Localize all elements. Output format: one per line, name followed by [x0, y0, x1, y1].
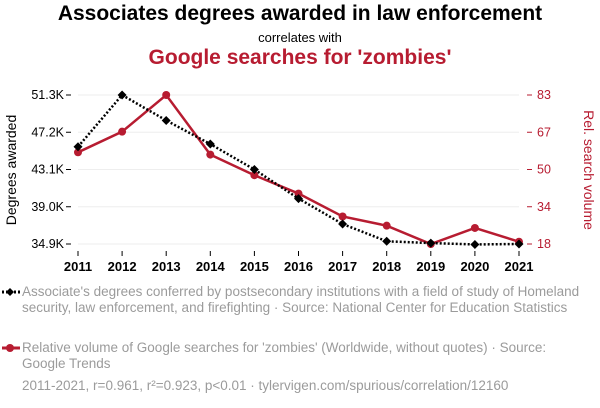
chart-footer: 2011-2021, r=0.961, r²=0.923, p<0.01 · t…: [22, 378, 509, 393]
data-point-degrees: [338, 219, 348, 229]
data-point-zombies: [74, 148, 82, 157]
data-point-degrees: [205, 139, 215, 149]
y-tick-label-right: 18: [537, 237, 551, 251]
x-ticks: 2011 2012 2013 2014 2015 2016 2017 2018 2019 2020…: [64, 251, 534, 274]
data-point-zombies: [382, 221, 391, 230]
y-axis-label-right: Rel. search volume: [581, 110, 597, 230]
x-tick-label: 2020: [460, 259, 489, 274]
y-ticks-right: 18 34 50 67 83: [527, 88, 551, 251]
y-ticks-left: 34.9K 39.0K 43.1K 47.2K 51.3K: [31, 88, 71, 251]
y-tick-label-left: 43.1K: [31, 163, 64, 177]
grid: [78, 94, 519, 245]
data-point-degrees: [470, 239, 480, 249]
x-tick-label: 2015: [240, 259, 269, 274]
chart-title: Associates degrees awarded in law enforc…: [57, 2, 543, 25]
data-point-degrees: [426, 238, 436, 248]
data-point-zombies: [294, 189, 303, 198]
y-tick-label-left: 47.2K: [31, 125, 64, 139]
x-tick-label: 2011: [64, 259, 92, 274]
data-point-degrees: [73, 142, 83, 152]
data-point-zombies: [470, 223, 479, 232]
data-point-degrees: [161, 115, 171, 125]
x-tick-label: 2014: [196, 259, 226, 274]
data-point-degrees: [294, 194, 303, 204]
y-tick-label-right: 50: [537, 163, 551, 177]
data-point-degrees: [382, 236, 392, 246]
data-point-zombies: [338, 212, 347, 221]
legend-marker-degrees-icon: [2, 288, 20, 296]
data-point-degrees: [117, 90, 127, 100]
line-chart: 34.9K 39.0K 43.1K 47.2K 51.3K 18 34 50 67 83 201…: [3, 88, 597, 274]
x-tick-label: 2021: [505, 259, 534, 274]
x-tick-label: 2019: [416, 259, 445, 274]
x-tick-label: 2013: [152, 259, 181, 274]
data-point-degrees: [249, 165, 259, 174]
legend-item-zombies: Relative volume of Google searches for '…: [2, 340, 582, 372]
legend-label-degrees: Associate's degrees conferred by postsec…: [22, 284, 580, 315]
y-tick-label-left: 34.9K: [31, 237, 64, 251]
legend-label-zombies: Relative volume of Google searches for '…: [22, 340, 547, 371]
y-tick-label-right: 67: [537, 125, 551, 139]
x-tick-label: 2018: [372, 259, 401, 274]
chart-subtitle: correlates with: [258, 30, 342, 45]
x-tick-label: 2017: [328, 259, 357, 274]
y-tick-label-left: 39.0K: [31, 200, 64, 214]
data-point-degrees: [514, 239, 524, 249]
data-point-zombies: [250, 171, 259, 180]
y-tick-label-right: 83: [537, 88, 551, 102]
legend-item-degrees: Associate's degrees conferred by postsec…: [2, 284, 582, 316]
x-tick-label: 2016: [284, 259, 313, 274]
y-axis-label-left: Degrees awarded: [3, 115, 19, 226]
series-layer: [73, 90, 524, 249]
data-point-zombies: [118, 127, 127, 136]
y-tick-label-left: 51.3K: [31, 88, 64, 102]
x-tick-label: 2012: [108, 259, 137, 274]
chart-title-secondary: Google searches for 'zombies': [148, 46, 452, 69]
data-point-zombies: [162, 91, 171, 99]
y-tick-label-right: 34: [537, 200, 551, 214]
data-point-zombies: [206, 150, 215, 159]
legend-marker-zombies-icon: [2, 344, 20, 352]
